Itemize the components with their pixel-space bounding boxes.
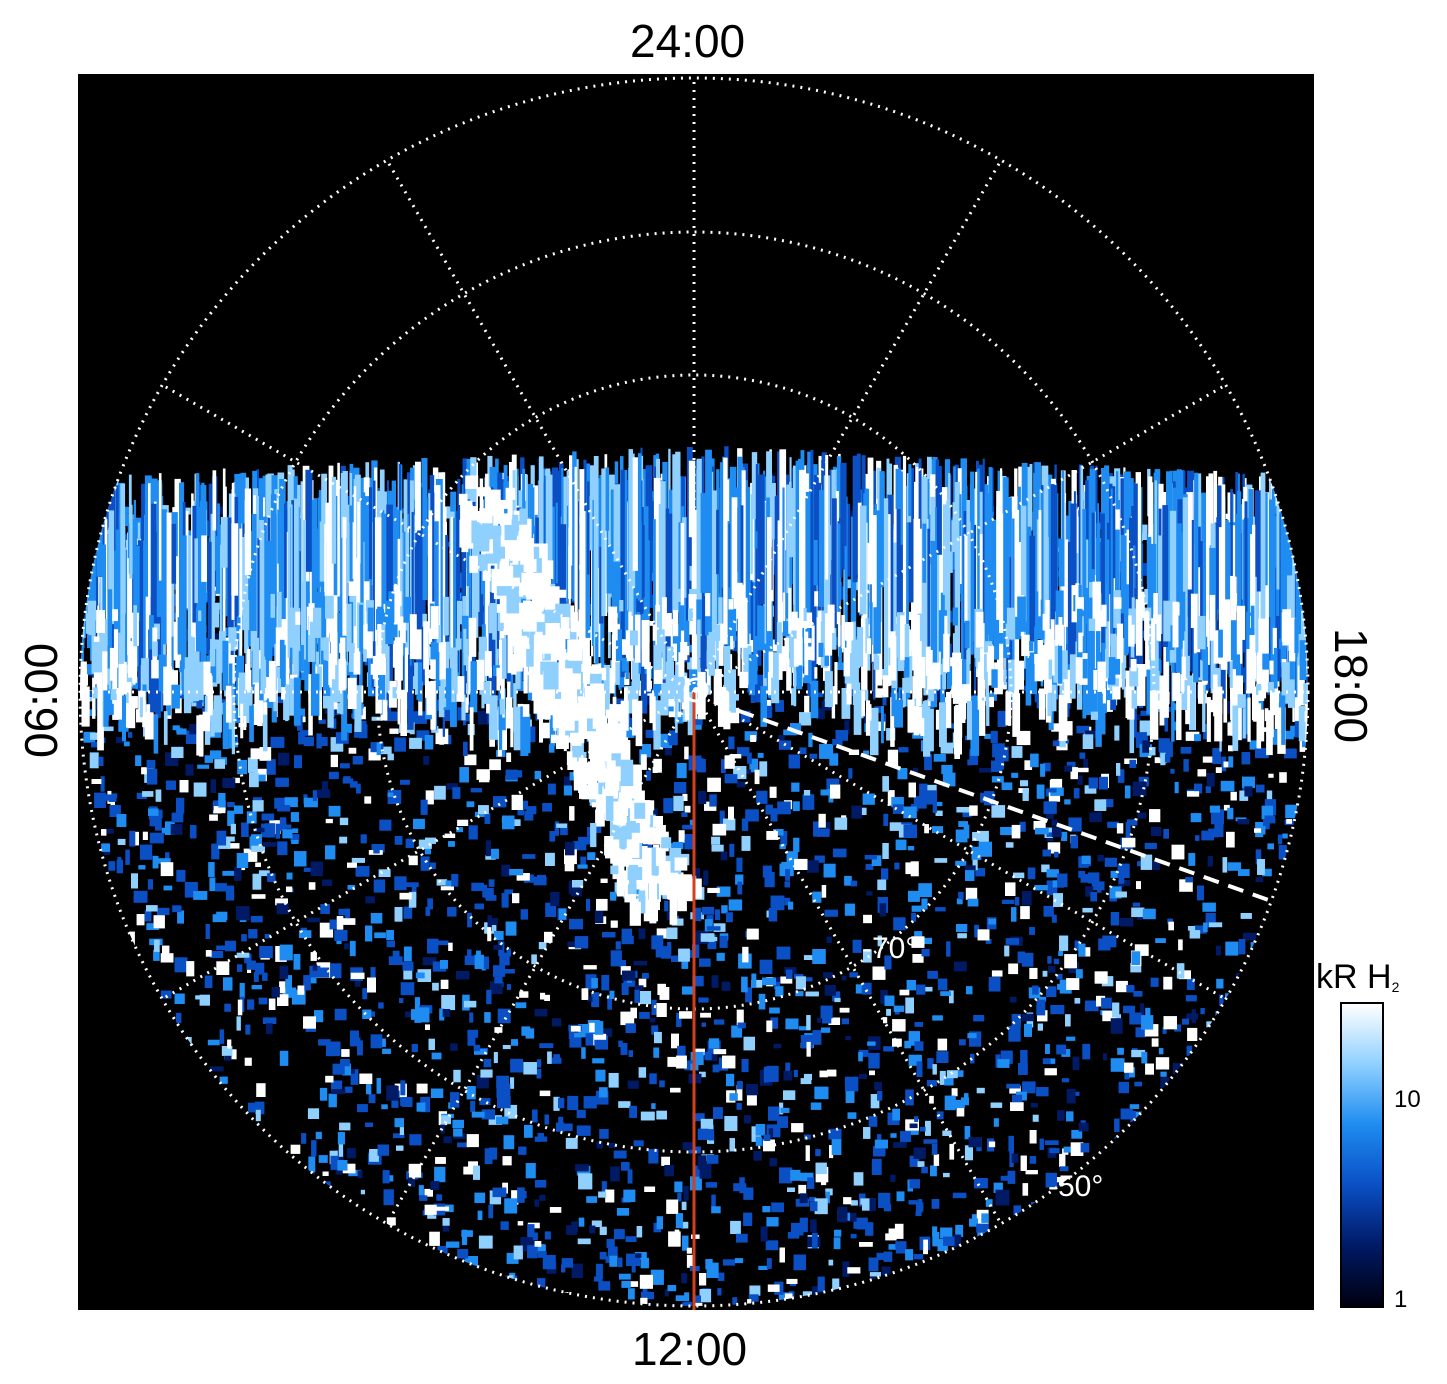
lt-label-06: 06:00 [15,642,67,758]
polar-plot-svg: -70° -50° [78,76,1310,1310]
latitude-label-70: -70° [862,932,917,965]
lt-label-24: 24:00 [630,15,746,67]
spacecraft-track-line [713,700,1275,904]
pole-marker-icon [683,677,709,703]
intensity-colorbar [1340,1002,1384,1308]
colorbar-tick-10: 10 [1394,1086,1421,1113]
colorbar-title-subscript: 2 [1391,979,1400,995]
colorbar-tick-1: 1 [1394,1286,1408,1313]
latitude-circle [232,230,1156,1154]
colorbar-title: kR H2 [1316,958,1399,997]
auroral-polar-projection: -70° -50° [78,74,1314,1310]
latitude-circle [78,76,1310,1308]
lt-label-12: 12:00 [632,1323,748,1375]
pole-marker-dot-icon [693,687,699,693]
lt-label-18: 18:00 [1325,628,1377,744]
colorbar-title-text: kR H [1316,958,1392,996]
auroral-emission-image [80,446,1308,1306]
latitude-label-50: -50° [1048,1170,1103,1203]
